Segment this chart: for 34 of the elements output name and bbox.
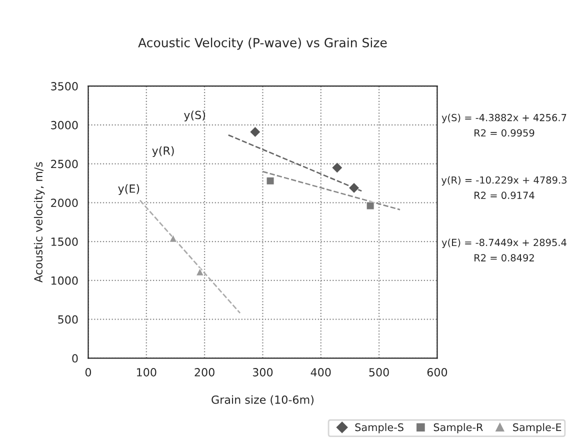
annotation: y(R)	[152, 146, 174, 158]
text: y(R) = -10.229x + 4789.3 R2 = 0.9174	[442, 176, 566, 200]
chart-title: Acoustic Velocity (P-wave) vs Grain Size	[138, 38, 387, 50]
y-tick-label: 3500	[51, 82, 78, 90]
point	[348, 182, 360, 194]
annotation: y(S)	[184, 110, 206, 122]
text: y(E) = -8.7449x + 2895.4 R2 = 0.8492	[442, 238, 566, 262]
x-tick-label: 400	[310, 368, 331, 376]
point	[331, 162, 343, 174]
y-tick-label: 2500	[51, 160, 78, 168]
point	[169, 234, 178, 243]
legend-label: Sample-E	[513, 423, 562, 434]
annotation: y(E)	[118, 184, 140, 195]
y-tick-label: 500	[58, 315, 78, 324]
x-tick-label: 300	[252, 368, 273, 376]
y-tick-label: 1000	[51, 276, 78, 285]
x-axis-title: Grain size (10-6m)	[212, 395, 314, 406]
point	[366, 202, 374, 210]
point	[249, 126, 261, 138]
y-tick-label: 3000	[51, 120, 78, 130]
y-axis-title: Acoustic velocity, m/s	[34, 162, 45, 283]
x-tick-label: 600	[427, 368, 448, 376]
point	[266, 176, 274, 186]
y-tick-label: 1500	[51, 238, 78, 246]
y-tick-label: 2000	[51, 198, 78, 208]
legend-label: Sample-S	[355, 423, 404, 434]
legend-label: Sample-R	[434, 423, 483, 434]
text: y(S) = -4.3882x + 4256.7 R2 = 0.9959	[442, 114, 566, 137]
x-tick-label: 200	[194, 368, 214, 376]
y-tick-label: 0	[72, 354, 78, 363]
x-tick-label: 500	[369, 368, 389, 376]
x-tick-label: 0	[85, 368, 92, 376]
point	[196, 268, 204, 276]
x-tick-label: 100	[137, 368, 156, 376]
